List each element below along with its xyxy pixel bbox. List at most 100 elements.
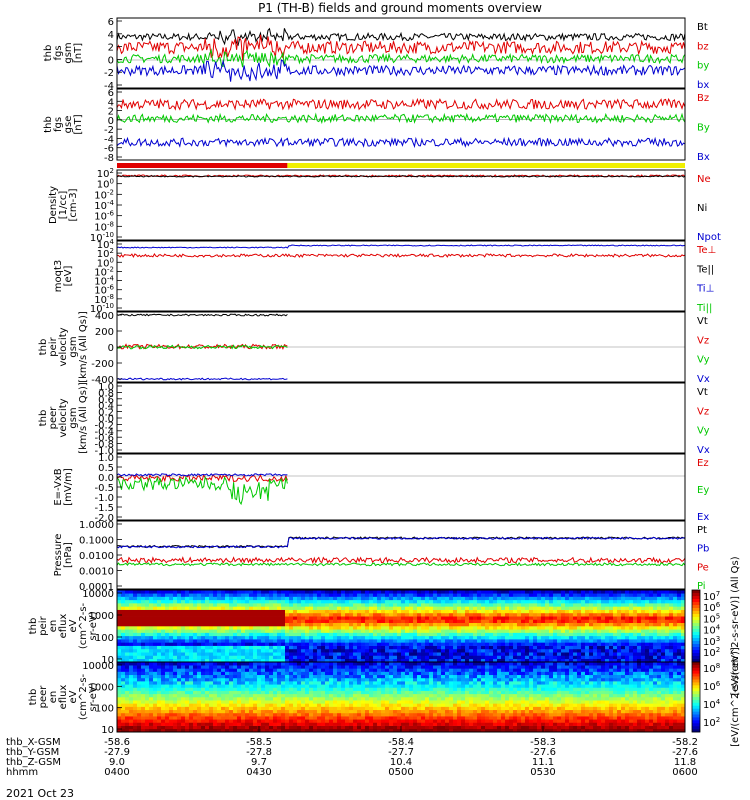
heatmap-cell bbox=[121, 687, 126, 691]
heatmap-cell bbox=[233, 703, 238, 707]
heatmap-cell bbox=[497, 603, 502, 607]
heatmap-cell bbox=[205, 606, 210, 610]
heatmap-cell bbox=[381, 596, 386, 601]
heatmap-cell bbox=[125, 639, 130, 643]
heatmap-cell bbox=[265, 697, 270, 701]
heatmap-cell bbox=[389, 712, 394, 717]
heatmap-cell bbox=[669, 639, 674, 643]
heatmap-cell bbox=[381, 674, 386, 679]
heatmap-cell bbox=[269, 703, 274, 707]
legend-entry: bz bbox=[697, 41, 709, 52]
heatmap-cell bbox=[177, 725, 182, 730]
heatmap-cell bbox=[125, 619, 130, 624]
heatmap-cell bbox=[185, 639, 190, 643]
y-tick-label: 10-10 bbox=[90, 302, 114, 315]
heatmap-cell bbox=[321, 687, 326, 691]
heatmap-cell bbox=[233, 612, 238, 617]
heatmap-cell bbox=[249, 590, 254, 594]
heatmap-cell bbox=[649, 635, 654, 640]
heatmap-cell bbox=[157, 603, 162, 607]
heatmap-cell bbox=[313, 684, 318, 688]
heatmap-cell bbox=[161, 716, 166, 720]
heatmap-cell bbox=[665, 639, 670, 643]
heatmap-cell bbox=[617, 626, 622, 630]
heatmap-cell bbox=[645, 622, 650, 627]
heatmap-cell bbox=[281, 616, 286, 620]
heatmap-cell bbox=[633, 635, 638, 640]
heatmap-cell bbox=[189, 596, 194, 601]
heatmap-cell bbox=[285, 622, 290, 627]
heatmap-cell bbox=[453, 619, 458, 624]
heatmap-cell bbox=[285, 612, 290, 617]
heatmap-cell bbox=[209, 728, 214, 733]
heatmap-cell bbox=[577, 596, 582, 601]
heatmap-cell bbox=[525, 616, 530, 620]
heatmap-cell bbox=[425, 642, 430, 646]
heatmap-cell bbox=[185, 603, 190, 607]
heatmap-cell bbox=[449, 632, 454, 637]
heatmap-cell bbox=[313, 697, 318, 701]
heatmap-cell bbox=[509, 655, 514, 660]
heatmap-cell bbox=[385, 658, 390, 663]
heatmap-cell bbox=[129, 609, 134, 614]
heatmap-cell bbox=[241, 648, 246, 653]
heatmap-cell bbox=[193, 609, 198, 614]
heatmap-cell bbox=[217, 687, 222, 691]
heatmap-cell bbox=[465, 648, 470, 653]
heatmap-cell bbox=[261, 706, 266, 711]
heatmap-cell bbox=[181, 645, 186, 650]
heatmap-cell bbox=[221, 655, 226, 660]
heatmap-cell bbox=[225, 687, 230, 691]
heatmap-cell bbox=[233, 635, 238, 640]
heatmap-cell bbox=[649, 619, 654, 624]
heatmap-cell bbox=[257, 619, 262, 624]
heatmap-cell bbox=[389, 728, 394, 733]
heatmap-cell bbox=[349, 639, 354, 643]
heatmap-cell bbox=[385, 722, 390, 726]
heatmap-cell bbox=[385, 674, 390, 679]
heatmap-cell bbox=[485, 632, 490, 637]
heatmap-cell bbox=[393, 684, 398, 688]
heatmap-cell bbox=[137, 622, 142, 627]
heatmap-cell bbox=[261, 612, 266, 617]
heatmap-cell bbox=[189, 700, 194, 704]
heatmap-cell bbox=[337, 635, 342, 640]
heatmap-cell bbox=[181, 728, 186, 733]
heatmap-cell bbox=[133, 658, 138, 663]
heatmap-cell bbox=[373, 687, 378, 691]
heatmap-cell bbox=[197, 655, 202, 660]
y-axis-label: [nPa] bbox=[63, 542, 74, 568]
heatmap-cell bbox=[261, 719, 266, 723]
heatmap-cell bbox=[421, 632, 426, 637]
heatmap-cell bbox=[525, 652, 530, 656]
heatmap-cell bbox=[369, 655, 374, 660]
heatmap-cell bbox=[433, 590, 438, 594]
heatmap-cell bbox=[169, 622, 174, 627]
heatmap-cell bbox=[565, 626, 570, 630]
heatmap-cell bbox=[153, 599, 158, 604]
heatmap-cell bbox=[633, 590, 638, 594]
heatmap-cell bbox=[593, 639, 598, 643]
heatmap-cell bbox=[293, 652, 298, 656]
heatmap-cell bbox=[645, 599, 650, 604]
heatmap-cell bbox=[405, 703, 410, 707]
heatmap-cell bbox=[297, 639, 302, 643]
heatmap-cell bbox=[241, 632, 246, 637]
heatmap-cell bbox=[537, 632, 542, 637]
heatmap-cell bbox=[345, 645, 350, 650]
heatmap-cell bbox=[197, 619, 202, 624]
heatmap-cell bbox=[397, 662, 402, 666]
heatmap-cell bbox=[337, 668, 342, 672]
heatmap-cell bbox=[497, 629, 502, 633]
heatmap-cell bbox=[657, 629, 662, 633]
heatmap-cell bbox=[177, 681, 182, 685]
heatmap-cell bbox=[149, 716, 154, 720]
heatmap-cell bbox=[337, 590, 342, 594]
heatmap-cell bbox=[381, 645, 386, 650]
heatmap-cell bbox=[453, 612, 458, 617]
heatmap-cell bbox=[245, 645, 250, 650]
heatmap-cell bbox=[409, 622, 414, 627]
heatmap-cell bbox=[585, 596, 590, 601]
heatmap-cell bbox=[357, 709, 362, 714]
heatmap-cell bbox=[253, 629, 258, 633]
